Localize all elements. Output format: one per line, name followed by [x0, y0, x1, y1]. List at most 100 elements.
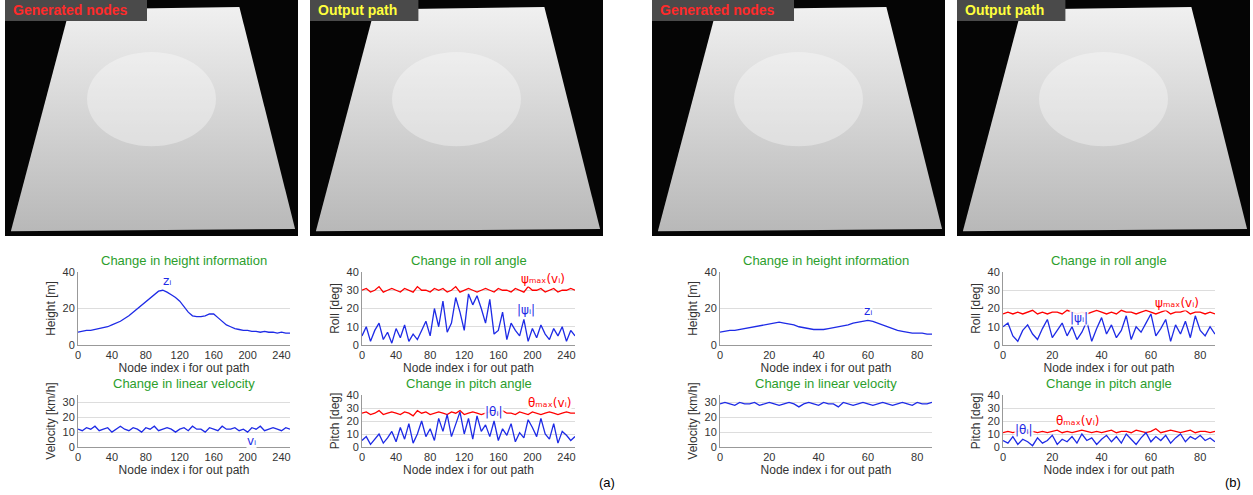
svg-text:80: 80 — [424, 451, 436, 463]
svg-text:80: 80 — [1194, 451, 1206, 463]
svg-text:Change in pitch angle: Change in pitch angle — [406, 376, 532, 391]
svg-text:160: 160 — [205, 349, 223, 361]
svg-text:40: 40 — [106, 349, 118, 361]
svg-text:0: 0 — [994, 339, 1000, 351]
svg-text:Change in linear velocity: Change in linear velocity — [755, 376, 897, 391]
svg-text:60: 60 — [1145, 451, 1157, 463]
svg-text:120: 120 — [455, 451, 473, 463]
svg-text:0: 0 — [1000, 451, 1006, 463]
svg-text:Node index i for out path: Node index i for out path — [403, 361, 534, 375]
svg-text:120: 120 — [171, 349, 189, 361]
svg-text:240: 240 — [557, 451, 575, 463]
svg-text:80: 80 — [911, 349, 923, 361]
svg-text:Output path: Output path — [965, 2, 1044, 18]
svg-text:Node index i for out path: Node index i for out path — [119, 361, 250, 375]
svg-text:80: 80 — [911, 451, 923, 463]
svg-text:10: 10 — [347, 321, 359, 333]
svg-text:0: 0 — [717, 451, 723, 463]
svg-text:0: 0 — [69, 441, 75, 453]
svg-text:Node index i for out path: Node index i for out path — [761, 361, 892, 375]
svg-text:Generated nodes: Generated nodes — [660, 2, 775, 18]
svg-text:20: 20 — [705, 302, 717, 314]
svg-text:240: 240 — [272, 349, 290, 361]
svg-text:160: 160 — [489, 451, 507, 463]
svg-text:Change in pitch angle: Change in pitch angle — [1046, 376, 1172, 391]
svg-text:40: 40 — [1095, 451, 1107, 463]
svg-text:0: 0 — [353, 441, 359, 453]
svg-text:40: 40 — [390, 349, 402, 361]
svg-text:10: 10 — [63, 426, 75, 438]
svg-text:20: 20 — [763, 451, 775, 463]
svg-text:10: 10 — [705, 426, 717, 438]
svg-text:0: 0 — [994, 441, 1000, 453]
svg-text:80: 80 — [140, 451, 152, 463]
svg-text:Roll [deg]: Roll [deg] — [328, 283, 342, 334]
svg-text:20: 20 — [347, 415, 359, 427]
svg-text:80: 80 — [140, 349, 152, 361]
svg-text:10: 10 — [988, 428, 1000, 440]
svg-text:60: 60 — [862, 451, 874, 463]
svg-text:60: 60 — [862, 349, 874, 361]
svg-text:30: 30 — [988, 402, 1000, 414]
svg-text:20: 20 — [1046, 349, 1058, 361]
svg-text:20: 20 — [763, 349, 775, 361]
svg-text:200: 200 — [523, 451, 541, 463]
svg-text:Height [m]: Height [m] — [44, 281, 58, 336]
svg-text:Node index i for out path: Node index i for out path — [119, 463, 250, 477]
svg-text:40: 40 — [812, 349, 824, 361]
svg-text:Change in linear velocity: Change in linear velocity — [113, 376, 255, 391]
svg-text:120: 120 — [171, 451, 189, 463]
svg-text:200: 200 — [238, 451, 256, 463]
svg-text:40: 40 — [347, 266, 359, 278]
svg-text:Node index i for out path: Node index i for out path — [403, 463, 534, 477]
svg-text:0: 0 — [711, 441, 717, 453]
svg-text:Pitch [deg]: Pitch [deg] — [969, 393, 983, 450]
svg-text:20: 20 — [988, 302, 1000, 314]
svg-text:Generated nodes: Generated nodes — [13, 2, 128, 18]
svg-text:40: 40 — [63, 266, 75, 278]
svg-text:10: 10 — [347, 428, 359, 440]
svg-text:Node index i for out path: Node index i for out path — [1044, 361, 1175, 375]
svg-text:zᵢ: zᵢ — [163, 274, 171, 288]
svg-text:30: 30 — [988, 284, 1000, 296]
svg-text:240: 240 — [557, 349, 575, 361]
svg-text:0: 0 — [359, 451, 365, 463]
svg-text:20: 20 — [63, 411, 75, 423]
svg-text:30: 30 — [705, 396, 717, 408]
svg-text:θₘₐₓ(vᵢ): θₘₐₓ(vᵢ) — [1056, 414, 1099, 428]
svg-text:Pitch [deg]: Pitch [deg] — [328, 393, 342, 450]
svg-text:|θᵢ|: |θᵢ| — [485, 405, 503, 419]
svg-text:30: 30 — [347, 402, 359, 414]
svg-text:30: 30 — [63, 396, 75, 408]
svg-text:Change in roll angle: Change in roll angle — [1051, 253, 1167, 268]
svg-text:|θᵢ|: |θᵢ| — [1015, 423, 1033, 437]
svg-text:0: 0 — [717, 349, 723, 361]
svg-text:Output path: Output path — [318, 2, 397, 18]
svg-text:60: 60 — [1145, 349, 1157, 361]
svg-text:0: 0 — [359, 349, 365, 361]
svg-text:20: 20 — [63, 302, 75, 314]
svg-text:0: 0 — [75, 451, 81, 463]
svg-text:0: 0 — [69, 339, 75, 351]
svg-text:20: 20 — [1046, 451, 1058, 463]
svg-text:zᵢ: zᵢ — [864, 304, 872, 318]
svg-text:40: 40 — [390, 451, 402, 463]
svg-text:10: 10 — [988, 321, 1000, 333]
svg-text:40: 40 — [988, 389, 1000, 401]
svg-text:ψₘₐₓ(vᵢ): ψₘₐₓ(vᵢ) — [521, 272, 565, 286]
svg-text:80: 80 — [424, 349, 436, 361]
svg-text:(b): (b) — [1225, 475, 1241, 490]
svg-text:Velocity [km/h]: Velocity [km/h] — [44, 382, 58, 459]
svg-text:160: 160 — [205, 451, 223, 463]
svg-text:Velocity [km/h]: Velocity [km/h] — [686, 382, 700, 459]
svg-text:θₘₐₓ(vᵢ): θₘₐₓ(vᵢ) — [528, 396, 571, 410]
svg-text:0: 0 — [353, 339, 359, 351]
svg-text:Node index i for out path: Node index i for out path — [761, 463, 892, 477]
svg-text:Height [m]: Height [m] — [686, 281, 700, 336]
svg-text:|ψᵢ|: |ψᵢ| — [1070, 311, 1088, 325]
svg-text:200: 200 — [523, 349, 541, 361]
svg-text:0: 0 — [1000, 349, 1006, 361]
svg-text:ψₘₐₓ(vᵢ): ψₘₐₓ(vᵢ) — [1155, 296, 1199, 310]
svg-text:20: 20 — [705, 411, 717, 423]
svg-text:200: 200 — [238, 349, 256, 361]
